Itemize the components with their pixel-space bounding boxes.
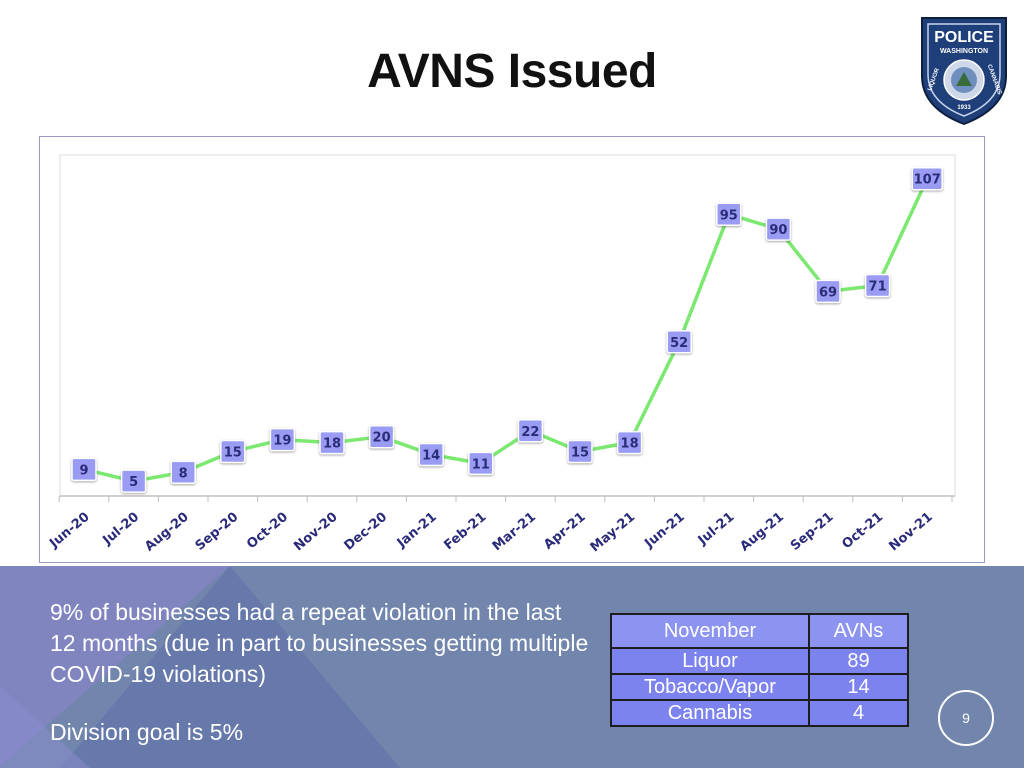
- data-label-box: [911, 166, 943, 191]
- table-cell-count: 89: [808, 647, 909, 675]
- x-tick-label: Nov-21: [886, 510, 935, 555]
- x-tick-label: Jul-21: [695, 510, 738, 549]
- police-badge-logo: POLICE WASHINGTON LIQUOR CANNABIS 1933: [921, 17, 1007, 126]
- x-tick-label: Nov-20: [291, 510, 340, 555]
- data-label-box: [170, 460, 196, 485]
- x-tick-label: May-21: [588, 510, 638, 556]
- x-tick-label: Jun-20: [46, 510, 92, 552]
- badge-top-text: POLICE: [934, 29, 994, 46]
- line-chart: Jun-20 Jul-20 Aug-20 Sep-20 Oct-20 Nov-20 Dec-…: [46, 154, 956, 556]
- table-row: Cannabis 4: [610, 699, 909, 727]
- data-label: 22: [521, 425, 539, 440]
- repeat-violation-summary: 9% of businesses had a repeat violation …: [50, 599, 589, 687]
- badge-year-text: 1933: [957, 105, 971, 111]
- x-tick-label: Jul-20: [100, 510, 143, 549]
- x-tick-label: Aug-20: [142, 510, 192, 555]
- data-label: 14: [422, 448, 440, 463]
- data-label-box: [765, 217, 792, 241]
- data-label-box: [120, 469, 147, 493]
- data-label: 71: [869, 279, 887, 294]
- bottom-decoration: [0, 566, 400, 768]
- x-tick-label: Sep-20: [193, 510, 242, 554]
- slide-title: AVNS Issued: [367, 45, 657, 98]
- data-label-box: [716, 202, 742, 227]
- table-cell-category: Tobacco/Vapor: [610, 673, 810, 701]
- data-label: 107: [914, 173, 941, 188]
- data-label-box: [567, 439, 593, 464]
- data-label-box: [815, 279, 841, 304]
- data-label-box: [468, 451, 494, 476]
- x-tick-label: Oct-21: [839, 510, 886, 553]
- data-label-box: [864, 273, 891, 298]
- table-cell-category: Liquor: [610, 647, 810, 675]
- data-label: 15: [224, 446, 242, 461]
- page-number-badge: 9: [938, 690, 994, 746]
- data-label: 95: [720, 208, 738, 223]
- november-avn-table: November AVNs Liquor 89 Tobacco/Vapor 14…: [610, 613, 909, 727]
- badge-arc-text: WASHINGTON: [940, 48, 988, 55]
- table-cell-count: 14: [808, 673, 909, 701]
- x-tick-label: Apr-21: [541, 510, 588, 553]
- data-label: 52: [670, 336, 688, 351]
- data-label: 18: [621, 437, 639, 452]
- data-label: 15: [571, 446, 589, 461]
- data-label: 5: [129, 475, 138, 490]
- x-tick-label: Feb-21: [441, 510, 489, 554]
- table-header-avns: AVNs: [808, 613, 909, 649]
- data-label-box: [319, 430, 345, 455]
- data-label-box: [666, 330, 692, 354]
- data-label: 8: [179, 466, 188, 481]
- x-tick-label: Jun-21: [641, 510, 687, 552]
- data-label: 20: [373, 431, 391, 446]
- table-header-row: November AVNs: [610, 613, 909, 649]
- table-row: Tobacco/Vapor 14: [610, 673, 909, 701]
- x-tick-label: Aug-21: [737, 510, 787, 555]
- x-tick-label: Mar-21: [490, 510, 539, 555]
- data-label: 18: [323, 437, 341, 452]
- data-label-box: [368, 424, 395, 449]
- data-label: 90: [769, 223, 787, 238]
- data-label-box: [418, 442, 444, 467]
- data-label: 69: [819, 285, 837, 300]
- badge-mountain-icon: [956, 72, 972, 86]
- table-row: Liquor 89: [610, 647, 909, 675]
- data-label: 19: [273, 434, 291, 449]
- series-line: [83, 177, 929, 483]
- division-goal-text: Division goal is 5%: [50, 719, 244, 745]
- chart-frame: Jun-20 Jul-20 Aug-20 Sep-20 Oct-20 Nov-20 Dec-…: [39, 136, 985, 563]
- data-label: 11: [472, 457, 490, 472]
- x-tick-label: Dec-20: [342, 510, 391, 554]
- data-label-box: [220, 439, 246, 464]
- x-tick-label: Jan-21: [394, 510, 440, 552]
- data-label-box: [71, 457, 97, 482]
- data-label-box: [616, 430, 643, 455]
- table-cell-count: 4: [808, 699, 909, 727]
- data-label: 9: [79, 463, 88, 478]
- table-header-month: November: [610, 613, 810, 649]
- data-label-box: [517, 419, 544, 443]
- x-tick-label: Oct-20: [244, 510, 291, 553]
- x-tick-label: Sep-21: [788, 510, 837, 554]
- data-label-box: [269, 427, 296, 452]
- table-cell-category: Cannabis: [610, 699, 810, 727]
